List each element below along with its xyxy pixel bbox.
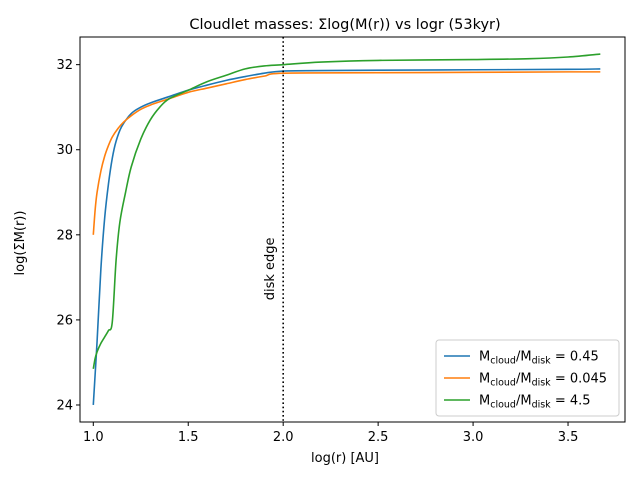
x-tick-label: 3.0 (463, 430, 484, 445)
disk-edge-label: disk edge (263, 237, 278, 300)
series-line-2 (92, 53, 601, 369)
axes-frame (79, 36, 626, 423)
x-tick-label: 1.5 (178, 430, 199, 445)
y-tick-label: 32 (56, 58, 73, 73)
x-tick-label: 2.0 (273, 430, 294, 445)
legend-entry-2: Mcloud/Mdisk = 4.5 (479, 394, 591, 411)
legend: Mcloud/Mdisk = 0.45 Mcloud/Mdisk = 0.045 M… (435, 339, 620, 417)
annotations: disk edge (263, 37, 284, 422)
series-lines (92, 53, 601, 406)
y-axis-label: log(ΣM(r)) (13, 211, 28, 276)
x-tick-label: 1.0 (83, 430, 104, 445)
series-line-0 (92, 68, 601, 406)
y-tick-label: 28 (56, 228, 73, 243)
legend-entry-0: Mcloud/Mdisk = 0.45 (479, 350, 599, 367)
y-tick-label: 30 (56, 143, 73, 158)
x-axis: 1.0 1.5 2.0 2.5 3.0 3.5 (83, 422, 578, 445)
y-axis: 24 26 28 30 32 (56, 58, 80, 413)
x-tick-label: 3.5 (558, 430, 579, 445)
chart-title: Cloudlet masses: Σlog(M(r)) vs logr (53k… (189, 17, 500, 33)
y-tick-label: 26 (56, 313, 73, 328)
legend-entry-1: Mcloud/Mdisk = 0.045 (479, 372, 607, 389)
y-tick-label: 24 (56, 398, 73, 413)
x-tick-label: 2.5 (368, 430, 389, 445)
series-line-1 (92, 71, 601, 235)
legend-box (435, 339, 620, 417)
x-axis-label: log(r) [AU] (311, 451, 379, 466)
